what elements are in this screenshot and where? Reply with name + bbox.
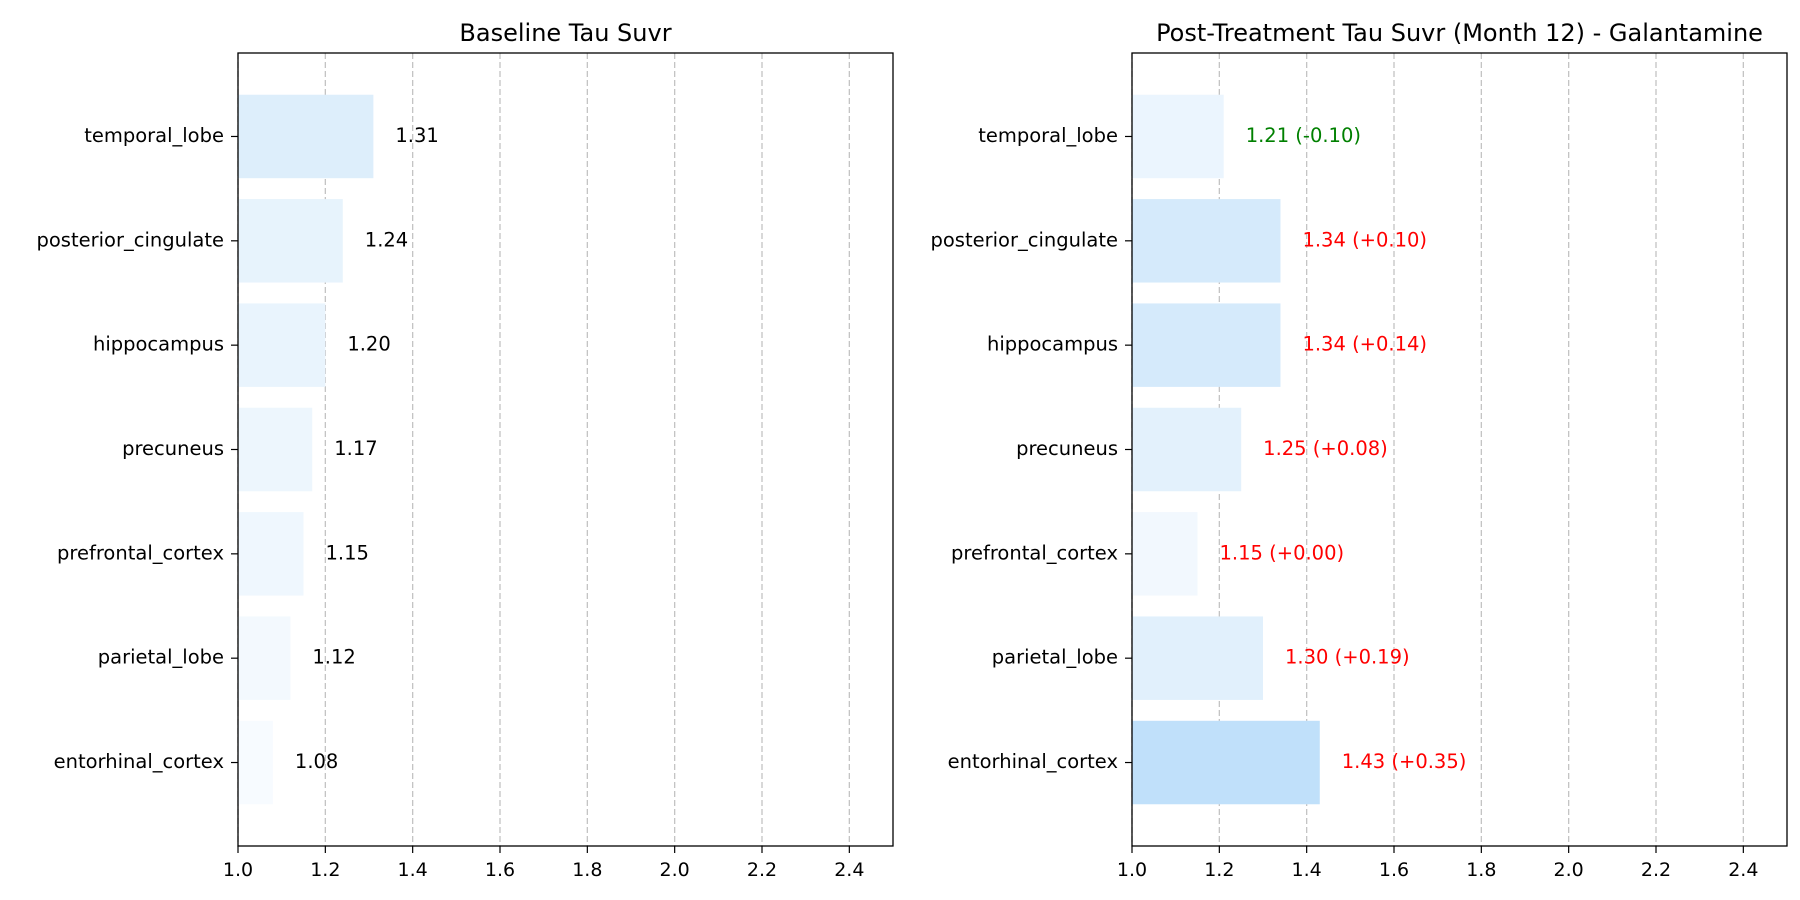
post-treatment-x-tick-label: 2.4 bbox=[1728, 859, 1758, 881]
post-treatment-axes-frame bbox=[1131, 52, 1788, 847]
post-treatment-data-label: 1.15 (+0.00) bbox=[1220, 541, 1345, 564]
post-treatment-data-label: 1.21 (-0.10) bbox=[1246, 124, 1361, 147]
baseline-data-label: 1.08 bbox=[295, 750, 338, 773]
baseline-bar bbox=[238, 199, 343, 283]
baseline-category-label: hippocampus bbox=[93, 333, 224, 356]
baseline-x-tick-label: 2.4 bbox=[834, 859, 864, 881]
baseline-category-label: parietal_lobe bbox=[98, 646, 224, 669]
post-treatment-bar bbox=[1132, 303, 1281, 387]
post-treatment-category-label: temporal_lobe bbox=[978, 124, 1118, 147]
baseline-x-tick-label: 1.4 bbox=[398, 859, 428, 881]
post-treatment-x-tick-label: 1.0 bbox=[1117, 859, 1147, 881]
post-treatment-category-label: prefrontal_cortex bbox=[951, 541, 1118, 564]
baseline-bar bbox=[238, 512, 304, 596]
post-treatment-x-tick-label: 2.0 bbox=[1554, 859, 1584, 881]
baseline-category-label: posterior_cingulate bbox=[37, 228, 225, 251]
baseline-category-label: entorhinal_cortex bbox=[54, 750, 224, 773]
baseline-axes-frame bbox=[237, 52, 894, 847]
post-treatment-bar bbox=[1132, 94, 1224, 179]
baseline-bar bbox=[238, 94, 374, 179]
post-treatment-bar bbox=[1132, 199, 1281, 283]
post-treatment-bar bbox=[1132, 512, 1198, 596]
post-treatment-chart-title: Post-Treatment Tau Suvr (Month 12) - Gal… bbox=[1156, 19, 1763, 47]
baseline-bar bbox=[238, 720, 273, 805]
post-treatment-category-label: posterior_cingulate bbox=[931, 228, 1119, 251]
post-treatment-data-label: 1.25 (+0.08) bbox=[1263, 437, 1388, 460]
baseline-data-label: 1.31 bbox=[395, 124, 438, 147]
post-treatment-data-label: 1.30 (+0.19) bbox=[1285, 646, 1410, 669]
post-treatment-category-label: hippocampus bbox=[987, 333, 1118, 356]
baseline-category-label: temporal_lobe bbox=[84, 124, 224, 147]
post-treatment-x-tick-label: 1.8 bbox=[1466, 859, 1496, 881]
baseline-category-label: prefrontal_cortex bbox=[57, 541, 224, 564]
baseline-data-label: 1.12 bbox=[312, 646, 355, 669]
post-treatment-bar bbox=[1132, 616, 1263, 700]
baseline-data-label: 1.15 bbox=[326, 541, 369, 564]
baseline-bar bbox=[238, 407, 313, 492]
baseline-x-tick-label: 1.2 bbox=[310, 859, 340, 881]
baseline-x-tick-label: 1.8 bbox=[572, 859, 602, 881]
post-treatment-category-label: parietal_lobe bbox=[992, 646, 1118, 669]
baseline-category-label: precuneus bbox=[122, 437, 224, 460]
baseline-x-tick-label: 2.2 bbox=[747, 859, 777, 881]
post-treatment-data-label: 1.34 (+0.14) bbox=[1302, 333, 1427, 356]
baseline-bar bbox=[238, 616, 291, 700]
baseline-bar bbox=[238, 303, 326, 387]
baseline-data-label: 1.20 bbox=[347, 333, 390, 356]
post-treatment-x-tick-label: 1.4 bbox=[1292, 859, 1322, 881]
post-treatment-bar bbox=[1132, 720, 1320, 805]
baseline-x-tick-label: 1.0 bbox=[223, 859, 253, 881]
baseline-x-tick-label: 2.0 bbox=[660, 859, 690, 881]
post-treatment-data-label: 1.34 (+0.10) bbox=[1302, 228, 1427, 251]
post-treatment-category-label: precuneus bbox=[1016, 437, 1118, 460]
baseline-chart-title: Baseline Tau Suvr bbox=[459, 19, 671, 47]
post-treatment-x-tick-label: 1.2 bbox=[1204, 859, 1234, 881]
baseline-panel: 1.31 1.24 1.20 1.17 1.15 1.12 1.08 temporal_lob… bbox=[37, 19, 894, 881]
post-treatment-bar bbox=[1132, 407, 1242, 492]
baseline-data-label: 1.17 bbox=[334, 437, 377, 460]
post-treatment-x-tick-label: 1.6 bbox=[1379, 859, 1409, 881]
post-treatment-category-label: entorhinal_cortex bbox=[948, 750, 1118, 773]
post-treatment-data-label: 1.43 (+0.35) bbox=[1342, 750, 1467, 773]
baseline-data-label: 1.24 bbox=[365, 228, 408, 251]
baseline-x-tick-label: 1.6 bbox=[485, 859, 515, 881]
post-treatment-panel: 1.21 (-0.10) 1.34 (+0.10) 1.34 (+0.14) 1.25… bbox=[931, 19, 1788, 881]
post-treatment-x-tick-label: 2.2 bbox=[1641, 859, 1671, 881]
